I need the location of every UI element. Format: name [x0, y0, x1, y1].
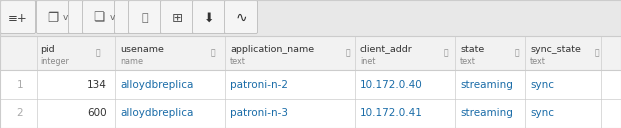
Text: pid: pid — [40, 45, 55, 54]
Text: v: v — [62, 13, 68, 23]
Text: usename: usename — [120, 45, 164, 54]
Text: name: name — [120, 56, 143, 66]
Text: client_addr: client_addr — [360, 45, 413, 54]
FancyBboxPatch shape — [83, 1, 116, 34]
Text: ⬇: ⬇ — [204, 12, 214, 24]
Text: 10.172.0.41: 10.172.0.41 — [360, 109, 423, 119]
Text: streaming: streaming — [460, 109, 513, 119]
Text: integer: integer — [40, 56, 69, 66]
Text: ❐: ❐ — [47, 12, 58, 24]
FancyBboxPatch shape — [1, 1, 35, 34]
Text: 10.172.0.40: 10.172.0.40 — [360, 79, 423, 89]
Bar — [0, 36, 621, 70]
Text: patroni-n-3: patroni-n-3 — [230, 109, 288, 119]
Text: alloydbreplica: alloydbreplica — [120, 109, 193, 119]
FancyBboxPatch shape — [129, 1, 161, 34]
FancyBboxPatch shape — [193, 1, 225, 34]
FancyBboxPatch shape — [160, 1, 194, 34]
Text: application_name: application_name — [230, 45, 314, 54]
Text: 🔒: 🔒 — [443, 49, 448, 57]
Text: 🔒: 🔒 — [211, 49, 215, 57]
Text: sync_state: sync_state — [530, 45, 581, 54]
Bar — [0, 0, 621, 36]
Text: ∿: ∿ — [235, 11, 247, 25]
Text: state: state — [460, 45, 484, 54]
Text: alloydbreplica: alloydbreplica — [120, 79, 193, 89]
Text: ❏: ❏ — [93, 12, 104, 24]
FancyBboxPatch shape — [114, 1, 130, 34]
Bar — [0, 70, 621, 99]
Text: 134: 134 — [87, 79, 107, 89]
Text: v: v — [109, 13, 115, 23]
Text: patroni-n-2: patroni-n-2 — [230, 79, 288, 89]
Text: 🔒: 🔒 — [515, 49, 519, 57]
Text: 🔒: 🔒 — [595, 49, 599, 57]
FancyBboxPatch shape — [225, 1, 258, 34]
Text: 🔒: 🔒 — [346, 49, 350, 57]
Text: text: text — [460, 56, 476, 66]
Text: text: text — [230, 56, 246, 66]
Text: inet: inet — [360, 56, 375, 66]
FancyBboxPatch shape — [68, 1, 83, 34]
Text: 🔒: 🔒 — [96, 49, 101, 57]
Text: sync: sync — [530, 79, 554, 89]
Text: ≡+: ≡+ — [8, 12, 28, 24]
Text: 600: 600 — [88, 109, 107, 119]
Text: 2: 2 — [17, 109, 24, 119]
Text: text: text — [530, 56, 546, 66]
Text: sync: sync — [530, 109, 554, 119]
FancyBboxPatch shape — [37, 1, 70, 34]
Text: ⊞: ⊞ — [171, 12, 183, 24]
Text: 🗑: 🗑 — [142, 13, 148, 23]
Bar — [0, 99, 621, 128]
Text: 1: 1 — [17, 79, 24, 89]
Text: streaming: streaming — [460, 79, 513, 89]
